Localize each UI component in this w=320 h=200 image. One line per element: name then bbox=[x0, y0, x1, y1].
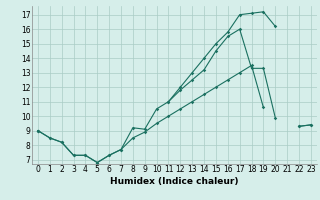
X-axis label: Humidex (Indice chaleur): Humidex (Indice chaleur) bbox=[110, 177, 239, 186]
